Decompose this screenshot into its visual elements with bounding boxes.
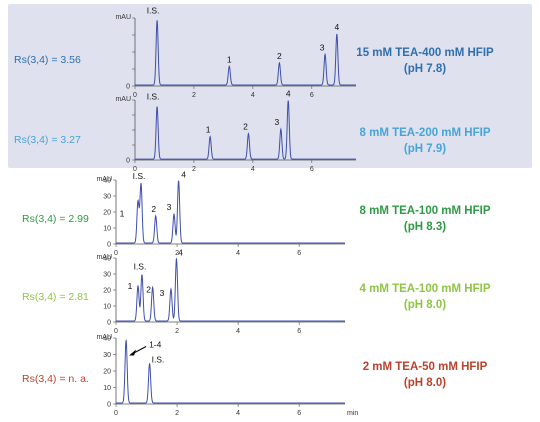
- peak-label: 2: [146, 284, 151, 294]
- condition-label: 15 mM TEA-400 mM HFIP: [356, 47, 494, 59]
- y-tick-label: 30: [103, 194, 111, 201]
- peak-label: 3: [167, 202, 172, 212]
- y-tick-label: 0: [107, 320, 111, 327]
- y-tick-label: 40: [103, 178, 111, 185]
- peak-label: 1: [128, 281, 133, 291]
- resolution-label: Rs(3,4) = n. a.: [22, 373, 89, 385]
- x-tick-label: 2: [175, 410, 179, 417]
- x-tick-label: 2: [175, 250, 179, 257]
- x-tick-label: 0: [114, 328, 118, 335]
- x-tick-label: 4: [251, 166, 255, 173]
- y-tick-label: 30: [103, 272, 111, 279]
- resolution-label: Rs(3,4) = 2.81: [22, 291, 89, 303]
- peak-label: I.S.: [147, 5, 160, 15]
- peak-label: 3: [274, 117, 279, 127]
- y-tick-label: 10: [103, 304, 111, 311]
- chromatogram-trace: [116, 180, 345, 244]
- x-tick-label: 2: [175, 328, 179, 335]
- y-tick-label: 0: [107, 402, 111, 409]
- resolution-label: Rs(3,4) = 3.56: [14, 54, 81, 66]
- y-tick-label: 40: [103, 256, 111, 263]
- peak-label: 2: [151, 204, 156, 214]
- y-axis-label: mAU: [96, 176, 112, 183]
- x-tick-label: 6: [310, 166, 314, 173]
- y-tick-label: 0: [126, 158, 130, 165]
- condition-label: 8 mM TEA-200 mM HFIP: [360, 127, 491, 139]
- peak-label: I.S.: [133, 171, 146, 181]
- x-tick-label: 4: [236, 410, 240, 417]
- peak-label: 3: [320, 42, 325, 52]
- y-axis-label: mAU: [96, 334, 112, 341]
- ph-label: (pH 7.9): [404, 143, 446, 155]
- peak-label: 2: [277, 51, 282, 61]
- chromatogram-trace: [135, 100, 356, 160]
- x-tick-label: 0: [114, 250, 118, 257]
- chromatogram-trace: [116, 257, 345, 322]
- resolution-label: Rs(3,4) = 2.99: [22, 213, 89, 225]
- peak-label: I.S.: [152, 354, 165, 364]
- condition-label: 2 mM TEA-50 mM HFIP: [363, 361, 488, 373]
- y-axis-label: mAU: [96, 254, 112, 261]
- x-tick-label: 4: [236, 328, 240, 335]
- y-tick-label: 10: [103, 385, 111, 392]
- peak-label: I.S.: [147, 92, 160, 102]
- peak-label: 1: [120, 208, 125, 218]
- y-tick-label: 40: [103, 336, 111, 343]
- x-tick-label: 4: [251, 92, 255, 99]
- y-tick-label: 30: [103, 352, 111, 359]
- peak-label: 2: [243, 122, 248, 132]
- x-tick-label: 6: [310, 92, 314, 99]
- peak-label: 1: [227, 54, 232, 64]
- y-tick-label: 0: [107, 242, 111, 249]
- x-tick-label: 6: [297, 410, 301, 417]
- x-tick-label: 4: [236, 250, 240, 257]
- x-tick-label: 2: [192, 92, 196, 99]
- arrow-head: [129, 349, 137, 356]
- peak-label: 3: [160, 288, 165, 298]
- ph-label: (pH 8.3): [404, 221, 446, 233]
- peak-label: 4: [178, 248, 183, 258]
- peak-label: 4: [286, 89, 291, 99]
- y-tick-label: 20: [103, 369, 111, 376]
- y-tick-label: 0: [126, 84, 130, 91]
- ph-label: (pH 7.8): [404, 63, 446, 75]
- y-tick-label: 10: [103, 226, 111, 233]
- resolution-label: Rs(3,4) = 3.27: [14, 134, 81, 146]
- peak-label: 4: [334, 22, 339, 32]
- chromatogram-trace: [116, 339, 345, 404]
- x-tick-label: 0: [133, 166, 137, 173]
- peak-label: 4: [181, 170, 186, 180]
- condition-label: 8 mM TEA-100 mM HFIP: [360, 205, 491, 217]
- ph-label: (pH 8.0): [404, 377, 446, 389]
- y-axis-label: mAU: [115, 96, 131, 103]
- x-tick-label: 0: [133, 92, 137, 99]
- peak-label: 1: [206, 125, 211, 135]
- x-tick-label: 6: [297, 250, 301, 257]
- y-tick-label: 20: [103, 288, 111, 295]
- peak-label: 1-4: [149, 340, 162, 350]
- x-tick-label: 2: [192, 166, 196, 173]
- y-tick-label: 20: [103, 210, 111, 217]
- peak-label: I.S.: [134, 262, 147, 272]
- x-tick-label: 0: [114, 410, 118, 417]
- ph-label: (pH 8.0): [404, 299, 446, 311]
- x-axis-label: min: [347, 410, 358, 417]
- x-tick-label: 6: [297, 328, 301, 335]
- chromatogram-trace: [135, 20, 356, 86]
- y-axis-label: mAU: [115, 14, 131, 21]
- condition-label: 4 mM TEA-100 mM HFIP: [360, 283, 491, 295]
